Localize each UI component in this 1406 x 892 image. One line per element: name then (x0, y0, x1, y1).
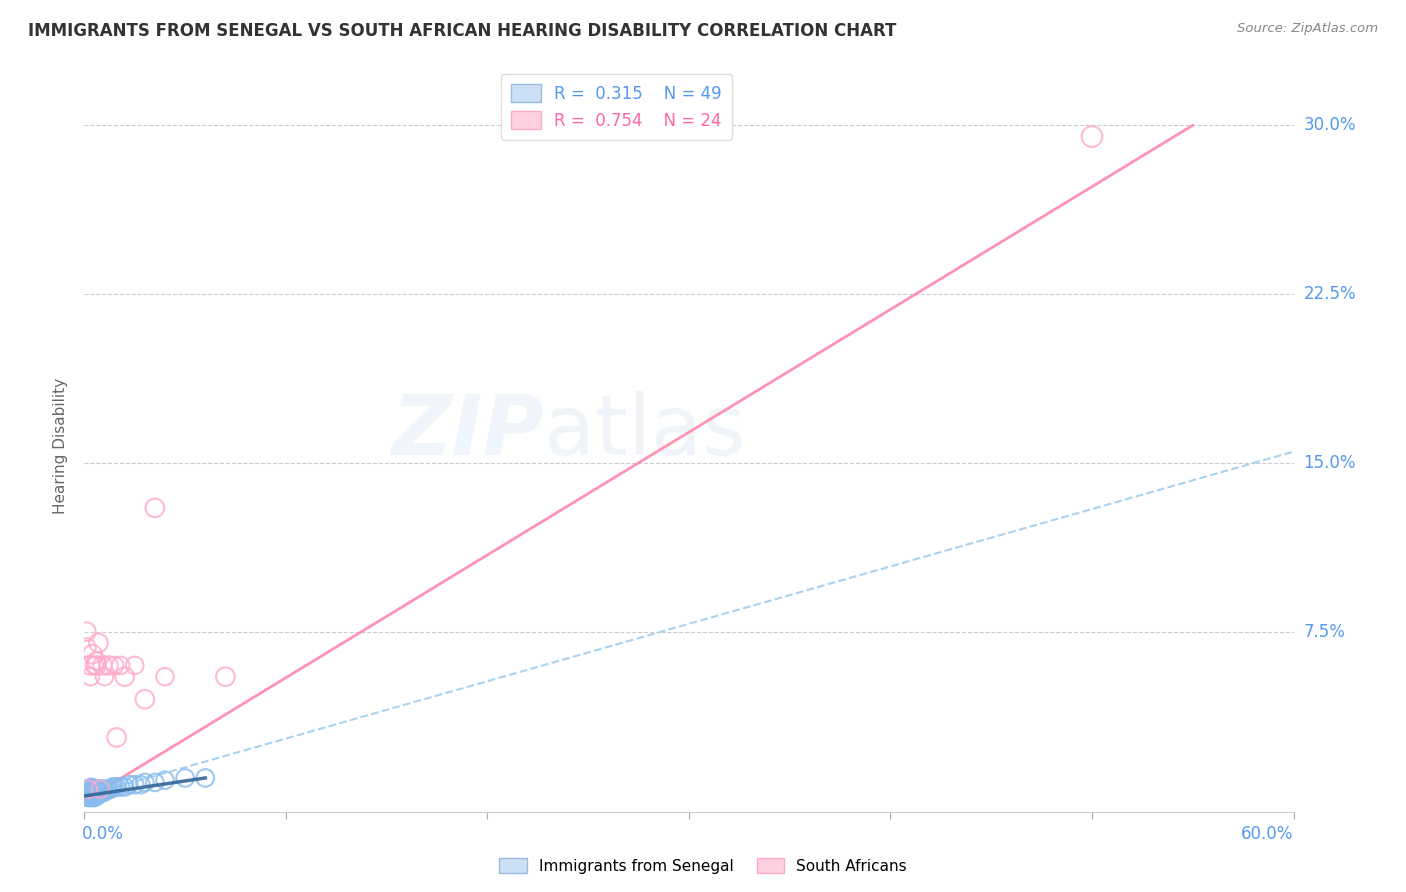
Point (86, 787, 108, 801)
Point (143, 775, 166, 789)
Point (82, 647, 104, 661)
Point (97, 658, 120, 673)
Point (77, 782, 100, 797)
Point (79, 780, 101, 794)
Text: 60.0%: 60.0% (1241, 825, 1294, 843)
Point (93, 670, 115, 684)
Point (96, 782, 118, 797)
Point (79, 782, 101, 797)
Text: atlas: atlas (544, 391, 745, 472)
Point (82, 784, 104, 798)
Point (91, 782, 114, 797)
Point (77, 784, 100, 798)
Point (124, 658, 146, 673)
Point (110, 658, 132, 673)
Point (79, 658, 101, 673)
Point (134, 775, 156, 789)
Point (91, 658, 114, 673)
Point (83, 782, 105, 797)
Text: IMMIGRANTS FROM SENEGAL VS SOUTH AFRICAN HEARING DISABILITY CORRELATION CHART: IMMIGRANTS FROM SENEGAL VS SOUTH AFRICAN… (28, 22, 897, 40)
Point (114, 670, 136, 684)
Text: Source: ZipAtlas.com: Source: ZipAtlas.com (1237, 22, 1378, 36)
Point (82, 787, 104, 801)
Point (114, 780, 136, 794)
Point (79, 789, 101, 803)
Point (89, 784, 111, 798)
Point (79, 784, 101, 798)
Point (93, 782, 115, 797)
Text: 22.5%: 22.5% (1303, 285, 1357, 303)
Point (82, 780, 104, 794)
Point (124, 778, 146, 792)
Point (89, 782, 111, 797)
Point (153, 670, 176, 684)
Point (1081, 129, 1104, 144)
Point (110, 780, 132, 794)
Point (87, 784, 110, 798)
Point (97, 782, 120, 797)
Point (83, 789, 105, 803)
Point (75, 787, 97, 801)
Point (75, 784, 97, 798)
Point (86, 782, 108, 797)
Point (75, 624, 97, 639)
Y-axis label: Hearing Disability: Hearing Disability (53, 378, 69, 514)
Point (83, 658, 105, 673)
Point (77, 782, 100, 797)
Point (83, 784, 105, 798)
Point (104, 658, 127, 673)
Point (83, 787, 105, 801)
Point (105, 780, 128, 794)
Point (143, 500, 166, 515)
Point (104, 780, 127, 794)
Point (89, 782, 111, 797)
Point (87, 636, 110, 650)
Text: 30.0%: 30.0% (1303, 116, 1357, 135)
Point (86, 658, 108, 673)
Point (87, 782, 110, 797)
Point (153, 773, 176, 788)
Point (174, 771, 197, 785)
Point (194, 771, 217, 785)
Text: 15.0%: 15.0% (1303, 454, 1357, 472)
Point (118, 778, 141, 792)
Point (82, 782, 104, 797)
Legend: R =  0.315    N = 49, R =  0.754    N = 24: R = 0.315 N = 49, R = 0.754 N = 24 (501, 74, 733, 140)
Point (82, 789, 104, 803)
Point (75, 789, 97, 803)
Point (79, 787, 101, 801)
Point (87, 787, 110, 801)
Point (134, 692, 156, 706)
Point (101, 780, 124, 794)
Point (105, 731, 128, 745)
Point (129, 778, 152, 792)
Point (86, 654, 108, 668)
Point (75, 640, 97, 655)
Text: ZIP: ZIP (391, 391, 544, 472)
Point (91, 784, 114, 798)
Text: 7.5%: 7.5% (1303, 623, 1346, 640)
Legend: Immigrants from Senegal, South Africans: Immigrants from Senegal, South Africans (494, 852, 912, 880)
Point (77, 787, 100, 801)
Point (100, 782, 122, 797)
Text: 0.0%: 0.0% (83, 825, 124, 843)
Point (86, 784, 108, 798)
Point (214, 670, 236, 684)
Point (79, 670, 101, 684)
Point (77, 789, 100, 803)
Point (93, 784, 115, 798)
